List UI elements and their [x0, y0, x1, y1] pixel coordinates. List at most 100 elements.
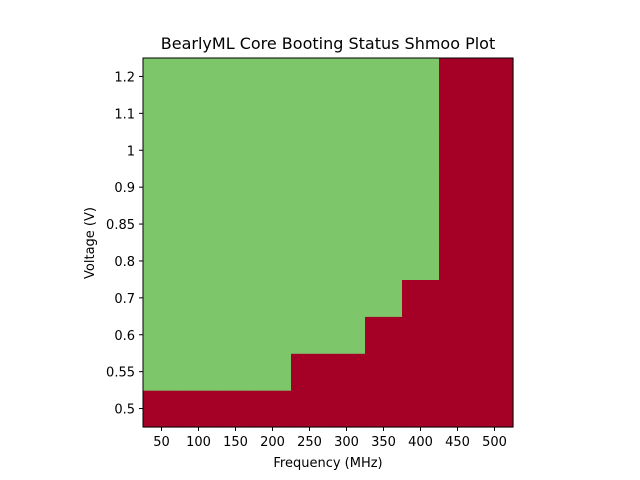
- heatmap-cell: [217, 390, 255, 428]
- heatmap-cell: [217, 94, 255, 133]
- heatmap-cell: [365, 316, 403, 354]
- x-tick-label: 200: [260, 435, 285, 450]
- heatmap-cell: [291, 242, 329, 280]
- heatmap-cell: [143, 94, 181, 133]
- heatmap-cell: [291, 131, 329, 170]
- heatmap-cell: [217, 168, 255, 207]
- heatmap-cell: [180, 242, 218, 280]
- heatmap-cell: [254, 94, 292, 133]
- x-tick-label: 400: [408, 435, 433, 450]
- heatmap-cell: [291, 390, 329, 428]
- heatmap-cell: [180, 94, 218, 133]
- heatmap-cell: [476, 353, 514, 391]
- x-tick-label: 100: [186, 435, 211, 450]
- heatmap-cell: [254, 279, 292, 317]
- heatmap-cell: [291, 58, 329, 96]
- heatmap-cell: [143, 58, 181, 96]
- heatmap-cell: [143, 316, 181, 354]
- heatmap-cell: [476, 131, 514, 170]
- heatmap-cell: [328, 94, 366, 133]
- heatmap-cell: [476, 94, 514, 133]
- x-axis-label: Frequency (MHz): [273, 456, 382, 471]
- heatmap-cell: [143, 390, 181, 428]
- heatmap-cell: [402, 94, 440, 133]
- heatmap-cell: [180, 58, 218, 96]
- heatmap-cell: [143, 242, 181, 280]
- heatmap-cell: [439, 242, 477, 280]
- heatmap-cell: [476, 242, 514, 280]
- heatmap-cell: [217, 205, 255, 244]
- heatmap-cell: [217, 242, 255, 280]
- y-tick-label: 1.2: [114, 70, 135, 85]
- heatmap-cell: [439, 390, 477, 428]
- heatmap-cell: [291, 94, 329, 133]
- heatmap-cell: [328, 131, 366, 170]
- heatmap-cell: [476, 316, 514, 354]
- heatmap-cell: [217, 131, 255, 170]
- heatmap-cell: [439, 168, 477, 207]
- heatmap-cell: [439, 131, 477, 170]
- heatmap-cell: [217, 353, 255, 391]
- heatmap-cell: [254, 58, 292, 96]
- heatmap-cell: [402, 390, 440, 428]
- x-tick-label: 450: [445, 435, 470, 450]
- heatmap-cell: [180, 316, 218, 354]
- y-axis-ticks: 0.5 0.55 0.6 0.7 0.8 0.85 0.9 1 1.1 1.2: [106, 70, 143, 418]
- heatmap-cell: [180, 131, 218, 170]
- chart-title: BearlyML Core Booting Status Shmoo Plot: [161, 34, 495, 53]
- heatmap-cell: [328, 353, 366, 391]
- y-tick-label: 0.9: [114, 181, 135, 196]
- heatmap-cell: [476, 205, 514, 244]
- heatmap-cell: [291, 316, 329, 354]
- heatmap-cell: [143, 205, 181, 244]
- heatmap-cell: [180, 390, 218, 428]
- heatmap-cell: [143, 279, 181, 317]
- heatmap-cell: [365, 58, 403, 96]
- heatmap-cell: [439, 205, 477, 244]
- plot-frame: [142, 57, 514, 428]
- y-tick-label: 0.6: [114, 329, 135, 344]
- x-tick-label: 250: [297, 435, 322, 450]
- heatmap-cell: [254, 168, 292, 207]
- heatmap-cell: [365, 168, 403, 207]
- heatmap-cell: [254, 205, 292, 244]
- heatmap-cell: [365, 205, 403, 244]
- heatmap-cell: [365, 242, 403, 280]
- heatmap-cell: [254, 316, 292, 354]
- x-tick-label: 500: [482, 435, 507, 450]
- heatmap-cell: [180, 168, 218, 207]
- heatmap-cell: [439, 279, 477, 317]
- heatmap-cell: [217, 58, 255, 96]
- heatmap-cell: [180, 353, 218, 391]
- heatmap-cell: [328, 390, 366, 428]
- heatmap-cell: [254, 353, 292, 391]
- y-tick-label: 0.7: [114, 292, 135, 307]
- x-axis-ticks: 50 100 150 200 250 300 350 400 450 500: [153, 427, 507, 450]
- x-tick-label: 150: [223, 435, 248, 450]
- y-tick-label: 0.5: [114, 403, 135, 418]
- heatmap-cell: [328, 279, 366, 317]
- heatmap-cell: [476, 279, 514, 317]
- y-tick-label: 0.55: [106, 366, 135, 381]
- heatmap-cell: [402, 353, 440, 391]
- heatmap-cell: [328, 205, 366, 244]
- heatmap-cell: [291, 279, 329, 317]
- heatmap-cell: [402, 168, 440, 207]
- heatmap-cell: [365, 279, 403, 317]
- heatmap-cell: [476, 58, 514, 96]
- heatmap-cell: [365, 390, 403, 428]
- heatmap-cell: [217, 316, 255, 354]
- heatmap-cell: [402, 316, 440, 354]
- heatmap-cell: [365, 353, 403, 391]
- heatmap-cell: [328, 316, 366, 354]
- heatmap-cell: [365, 94, 403, 133]
- heatmap-cell: [476, 168, 514, 207]
- heatmap-cell: [402, 58, 440, 96]
- heatmap-cell: [180, 205, 218, 244]
- x-tick-label: 300: [334, 435, 359, 450]
- heatmap-cell: [402, 205, 440, 244]
- heatmap-cell: [291, 168, 329, 207]
- heatmap-cell: [143, 353, 181, 391]
- heatmap-cell: [439, 58, 477, 96]
- y-tick-label: 0.85: [106, 218, 135, 233]
